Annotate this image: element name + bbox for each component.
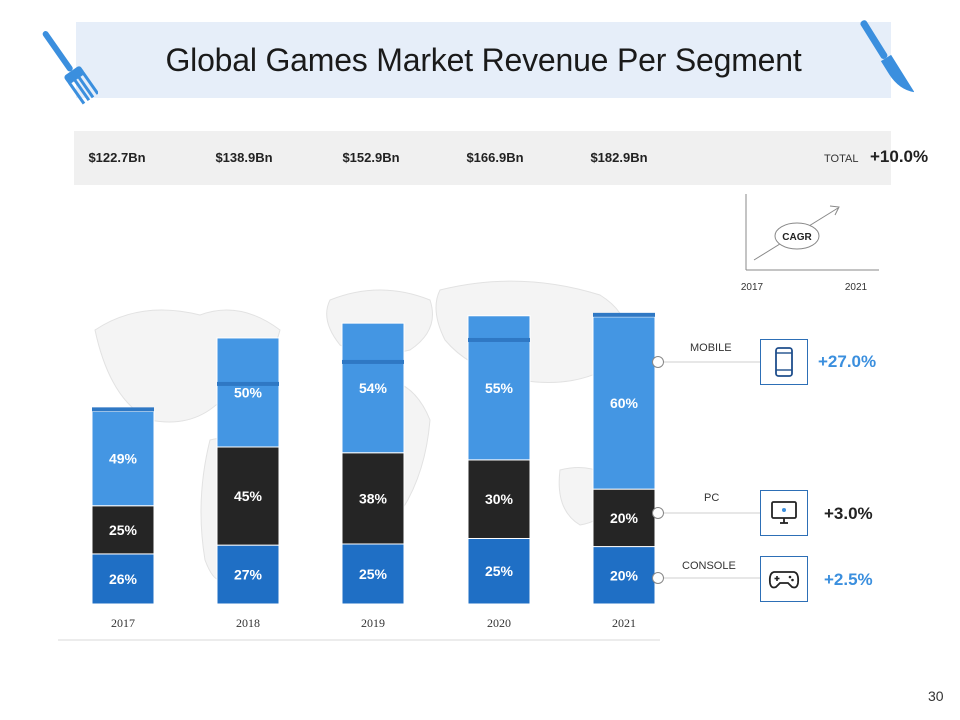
- cagr-end-year: 2021: [845, 282, 868, 293]
- bar-label-2021-mobile: 60%: [610, 395, 639, 411]
- x-tick-2017: 2017: [111, 616, 135, 630]
- total-2019: $152.9Bn: [342, 150, 400, 165]
- bar-2021-console: [592, 546, 656, 605]
- bar-2017-pc: [91, 505, 155, 555]
- pc-connector-dot: [652, 507, 664, 519]
- bar-label-2019-pc: 38%: [359, 490, 388, 506]
- total-growth: +10.0%: [870, 147, 929, 166]
- bar-label-2020-mobile: 55%: [485, 380, 514, 396]
- bar-2019-mobile: [341, 322, 405, 454]
- bar-label-2019-console: 25%: [359, 566, 388, 582]
- page-number: 30: [928, 688, 944, 704]
- console-label: CONSOLE: [682, 560, 736, 572]
- title-banner: Global Games Market Revenue Per Segment: [76, 22, 891, 98]
- total-label: TOTAL: [824, 153, 859, 165]
- totals-band: $122.7Bn $138.9Bn $152.9Bn $166.9Bn $182…: [74, 131, 928, 185]
- bar-2021-pc: [592, 488, 656, 548]
- page-title: Global Games Market Revenue Per Segment: [165, 41, 802, 78]
- bar-label-2019-mobile: 54%: [359, 380, 388, 396]
- bar-cap-2018: [217, 381, 279, 386]
- fork-icon: [42, 31, 98, 105]
- console-connector-dot: [652, 572, 664, 584]
- x-tick-2018: 2018: [236, 616, 260, 630]
- pc-growth: +3.0%: [824, 504, 873, 523]
- console-growth: +2.5%: [824, 570, 873, 589]
- pc-icon-box: [760, 490, 808, 536]
- bar-2019-pc: [341, 452, 405, 545]
- bar-label-2018-console: 27%: [234, 567, 263, 583]
- segment-mobile: MOBILE +27.0%: [652, 336, 892, 396]
- bar-label-2020-console: 25%: [485, 563, 514, 579]
- bar-label-2018-mobile: 50%: [234, 384, 263, 400]
- cagr-arrow-head: [829, 205, 840, 216]
- total-2021: $182.9Bn: [590, 150, 648, 165]
- bar-2018-console: [216, 544, 280, 605]
- cagr-start-year: 2017: [741, 282, 764, 293]
- cagr-mini-chart: CAGR 2017 2021: [741, 194, 879, 293]
- bar-2017-mobile: [91, 410, 155, 507]
- bar-label-2017-console: 26%: [109, 571, 138, 587]
- bar-cap-2021: [593, 312, 655, 317]
- bar-2020-console: [467, 537, 531, 605]
- bar-2018-pc: [216, 446, 280, 546]
- cagr-ellipse: [774, 222, 820, 250]
- smartphone-icon: [775, 347, 793, 377]
- x-tick-2020: 2020: [487, 616, 511, 630]
- bar-label-2018-pc: 45%: [234, 488, 263, 504]
- cagr-label: CAGR: [782, 232, 812, 243]
- mobile-icon-box: [760, 339, 808, 385]
- mobile-label: MOBILE: [690, 342, 732, 354]
- gamepad-icon: [768, 571, 800, 589]
- bar-2018-mobile: [216, 337, 280, 448]
- bar-cap-2019: [342, 359, 404, 364]
- desktop-monitor-icon: [771, 501, 797, 524]
- bar-label-2021-console: 20%: [610, 567, 639, 583]
- pc-label: PC: [704, 492, 720, 504]
- console-icon-box: [760, 556, 808, 602]
- mobile-growth: +27.0%: [818, 352, 877, 371]
- bar-cap-2017: [92, 407, 154, 412]
- bar-2017-console: [91, 553, 155, 605]
- mobile-connector-dot: [652, 356, 664, 368]
- total-2017: $122.7Bn: [88, 150, 146, 165]
- total-2018: $138.9Bn: [215, 150, 273, 165]
- segment-console: CONSOLE +2.5%: [652, 556, 892, 616]
- x-tick-2021: 2021: [612, 616, 636, 630]
- bar-label-2017-pc: 25%: [109, 522, 138, 538]
- bar-cap-2020: [468, 337, 530, 342]
- bar-label-2021-pc: 20%: [610, 510, 639, 526]
- bar-label-2020-pc: 30%: [485, 491, 514, 507]
- total-2020: $166.9Bn: [466, 150, 524, 165]
- bar-label-2017-mobile: 49%: [109, 451, 138, 467]
- segment-pc: PC +3.0%: [652, 488, 892, 548]
- x-tick-2019: 2019: [361, 616, 385, 630]
- knife-icon: [860, 20, 914, 93]
- bar-2020-pc: [467, 459, 531, 539]
